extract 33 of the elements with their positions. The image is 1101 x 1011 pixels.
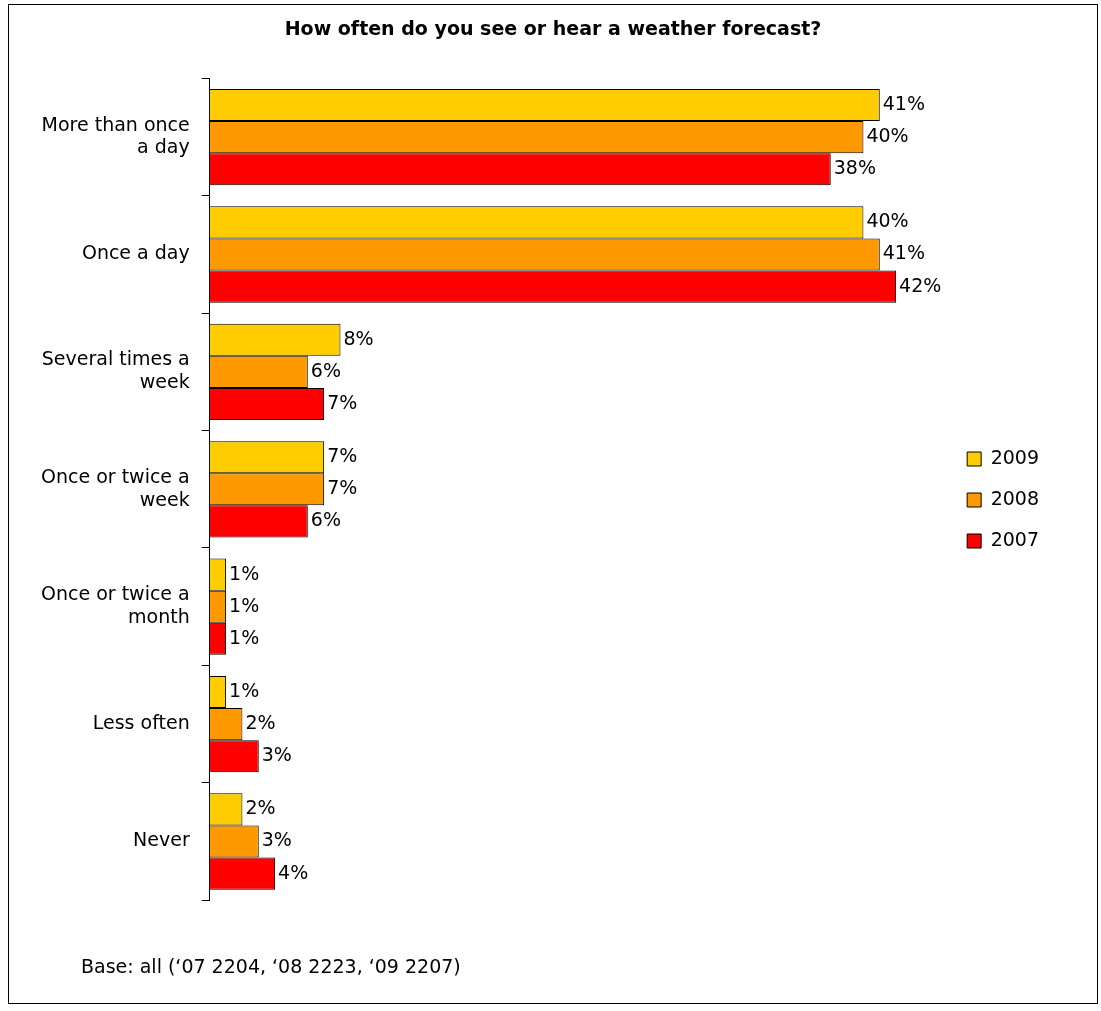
data-label: 41% — [882, 91, 926, 114]
legend-label: 2007 — [990, 527, 1040, 550]
chart-title: How often do you see or hear a weather forecast? — [283, 17, 823, 39]
text: Base: all (‘07 2204, ‘08 2223, ‘09 2207) — [81, 955, 461, 977]
data-label: 40% — [866, 209, 909, 232]
y-tick-label: Several times a week — [41, 347, 190, 393]
y-tick-label: Once or twice a month — [41, 582, 190, 628]
legend-label: 2008 — [990, 486, 1040, 509]
data-label: 42% — [899, 273, 942, 296]
data-label: 3% — [261, 743, 292, 766]
data-label: 7% — [327, 444, 358, 467]
data-label: 1% — [229, 561, 260, 584]
data-label: 7% — [327, 390, 358, 413]
data-label: 7% — [327, 476, 358, 499]
data-label: 41% — [882, 241, 926, 264]
data-label: 3% — [261, 828, 292, 851]
data-label: 8% — [343, 326, 374, 349]
data-label: 1% — [229, 625, 260, 648]
data-label: 2% — [245, 711, 276, 734]
data-label: 1% — [229, 593, 260, 616]
data-label: 40% — [866, 124, 909, 147]
y-tick-label: More than once a day — [41, 112, 190, 158]
y-tick-label: Less often — [92, 711, 190, 734]
y-tick-label: Once or twice a week — [41, 464, 190, 510]
legend-label: 2009 — [990, 445, 1040, 468]
y-tick-label: Never — [133, 828, 190, 851]
data-label: 4% — [278, 860, 309, 883]
data-label: 1% — [229, 678, 260, 701]
data-label: 38% — [833, 156, 876, 179]
y-tick-label: Once a day — [81, 241, 190, 264]
data-label: 2% — [245, 796, 276, 819]
data-label: 6% — [310, 358, 341, 381]
data-label: 6% — [310, 508, 341, 531]
